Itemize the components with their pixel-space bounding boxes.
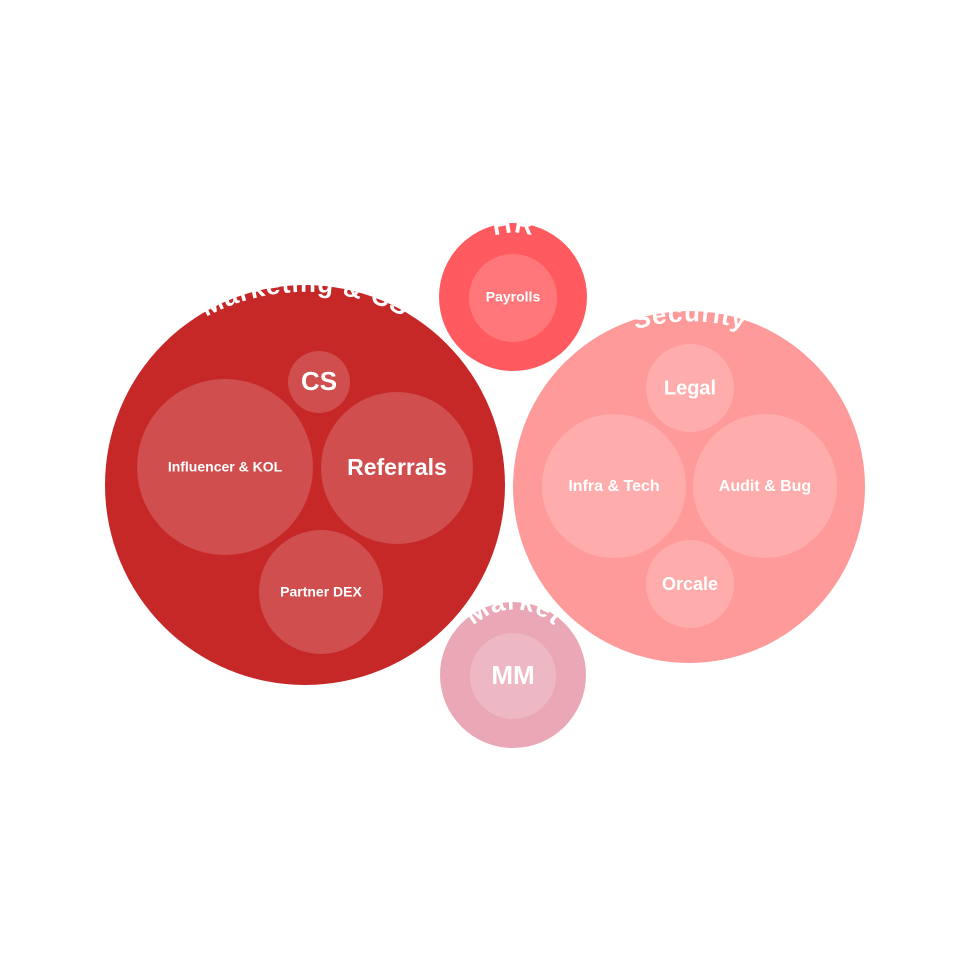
group-hr-circle[interactable]	[439, 223, 587, 371]
bubble-legal[interactable]	[646, 344, 734, 432]
bubble-cs-label: CS	[301, 366, 337, 396]
bubble-influencer-kol-label: Influencer & KOL	[168, 459, 283, 475]
bubble-payrolls-label: Payrolls	[486, 289, 541, 305]
group-marketing-circle[interactable]	[105, 285, 505, 685]
bubble-referrals[interactable]	[321, 392, 473, 544]
bubble-referrals-label: Referrals	[347, 454, 447, 480]
group-security-circle[interactable]	[513, 311, 865, 663]
bubble-mm[interactable]	[470, 633, 556, 719]
group-hr[interactable]: HR Payrolls	[439, 208, 587, 371]
group-security[interactable]: Security Legal Infra & Tech Audit & Bug …	[513, 297, 865, 663]
group-market-circle[interactable]	[440, 602, 586, 748]
bubble-infra-tech[interactable]	[542, 414, 686, 558]
group-market[interactable]: Market MM	[440, 586, 586, 748]
bubble-partner-dex-label: Partner DEX	[280, 584, 362, 600]
bubble-orcale-label: Orcale	[662, 574, 718, 594]
group-marketing[interactable]: Marketing & CS CS Influencer & KOL Refer…	[105, 268, 505, 685]
bubble-legal-label: Legal	[664, 377, 716, 399]
bubble-audit-bug-label: Audit & Bug	[719, 478, 811, 495]
bubble-payrolls[interactable]	[469, 254, 557, 342]
bubble-cs[interactable]	[288, 351, 350, 413]
bubble-orcale[interactable]	[646, 540, 734, 628]
bubble-partner-dex[interactable]	[259, 530, 383, 654]
bubble-infra-tech-label: Infra & Tech	[568, 478, 659, 495]
bubble-influencer-kol[interactable]	[137, 379, 313, 555]
bubble-audit-bug[interactable]	[693, 414, 837, 558]
bubble-mm-label: MM	[491, 660, 534, 690]
